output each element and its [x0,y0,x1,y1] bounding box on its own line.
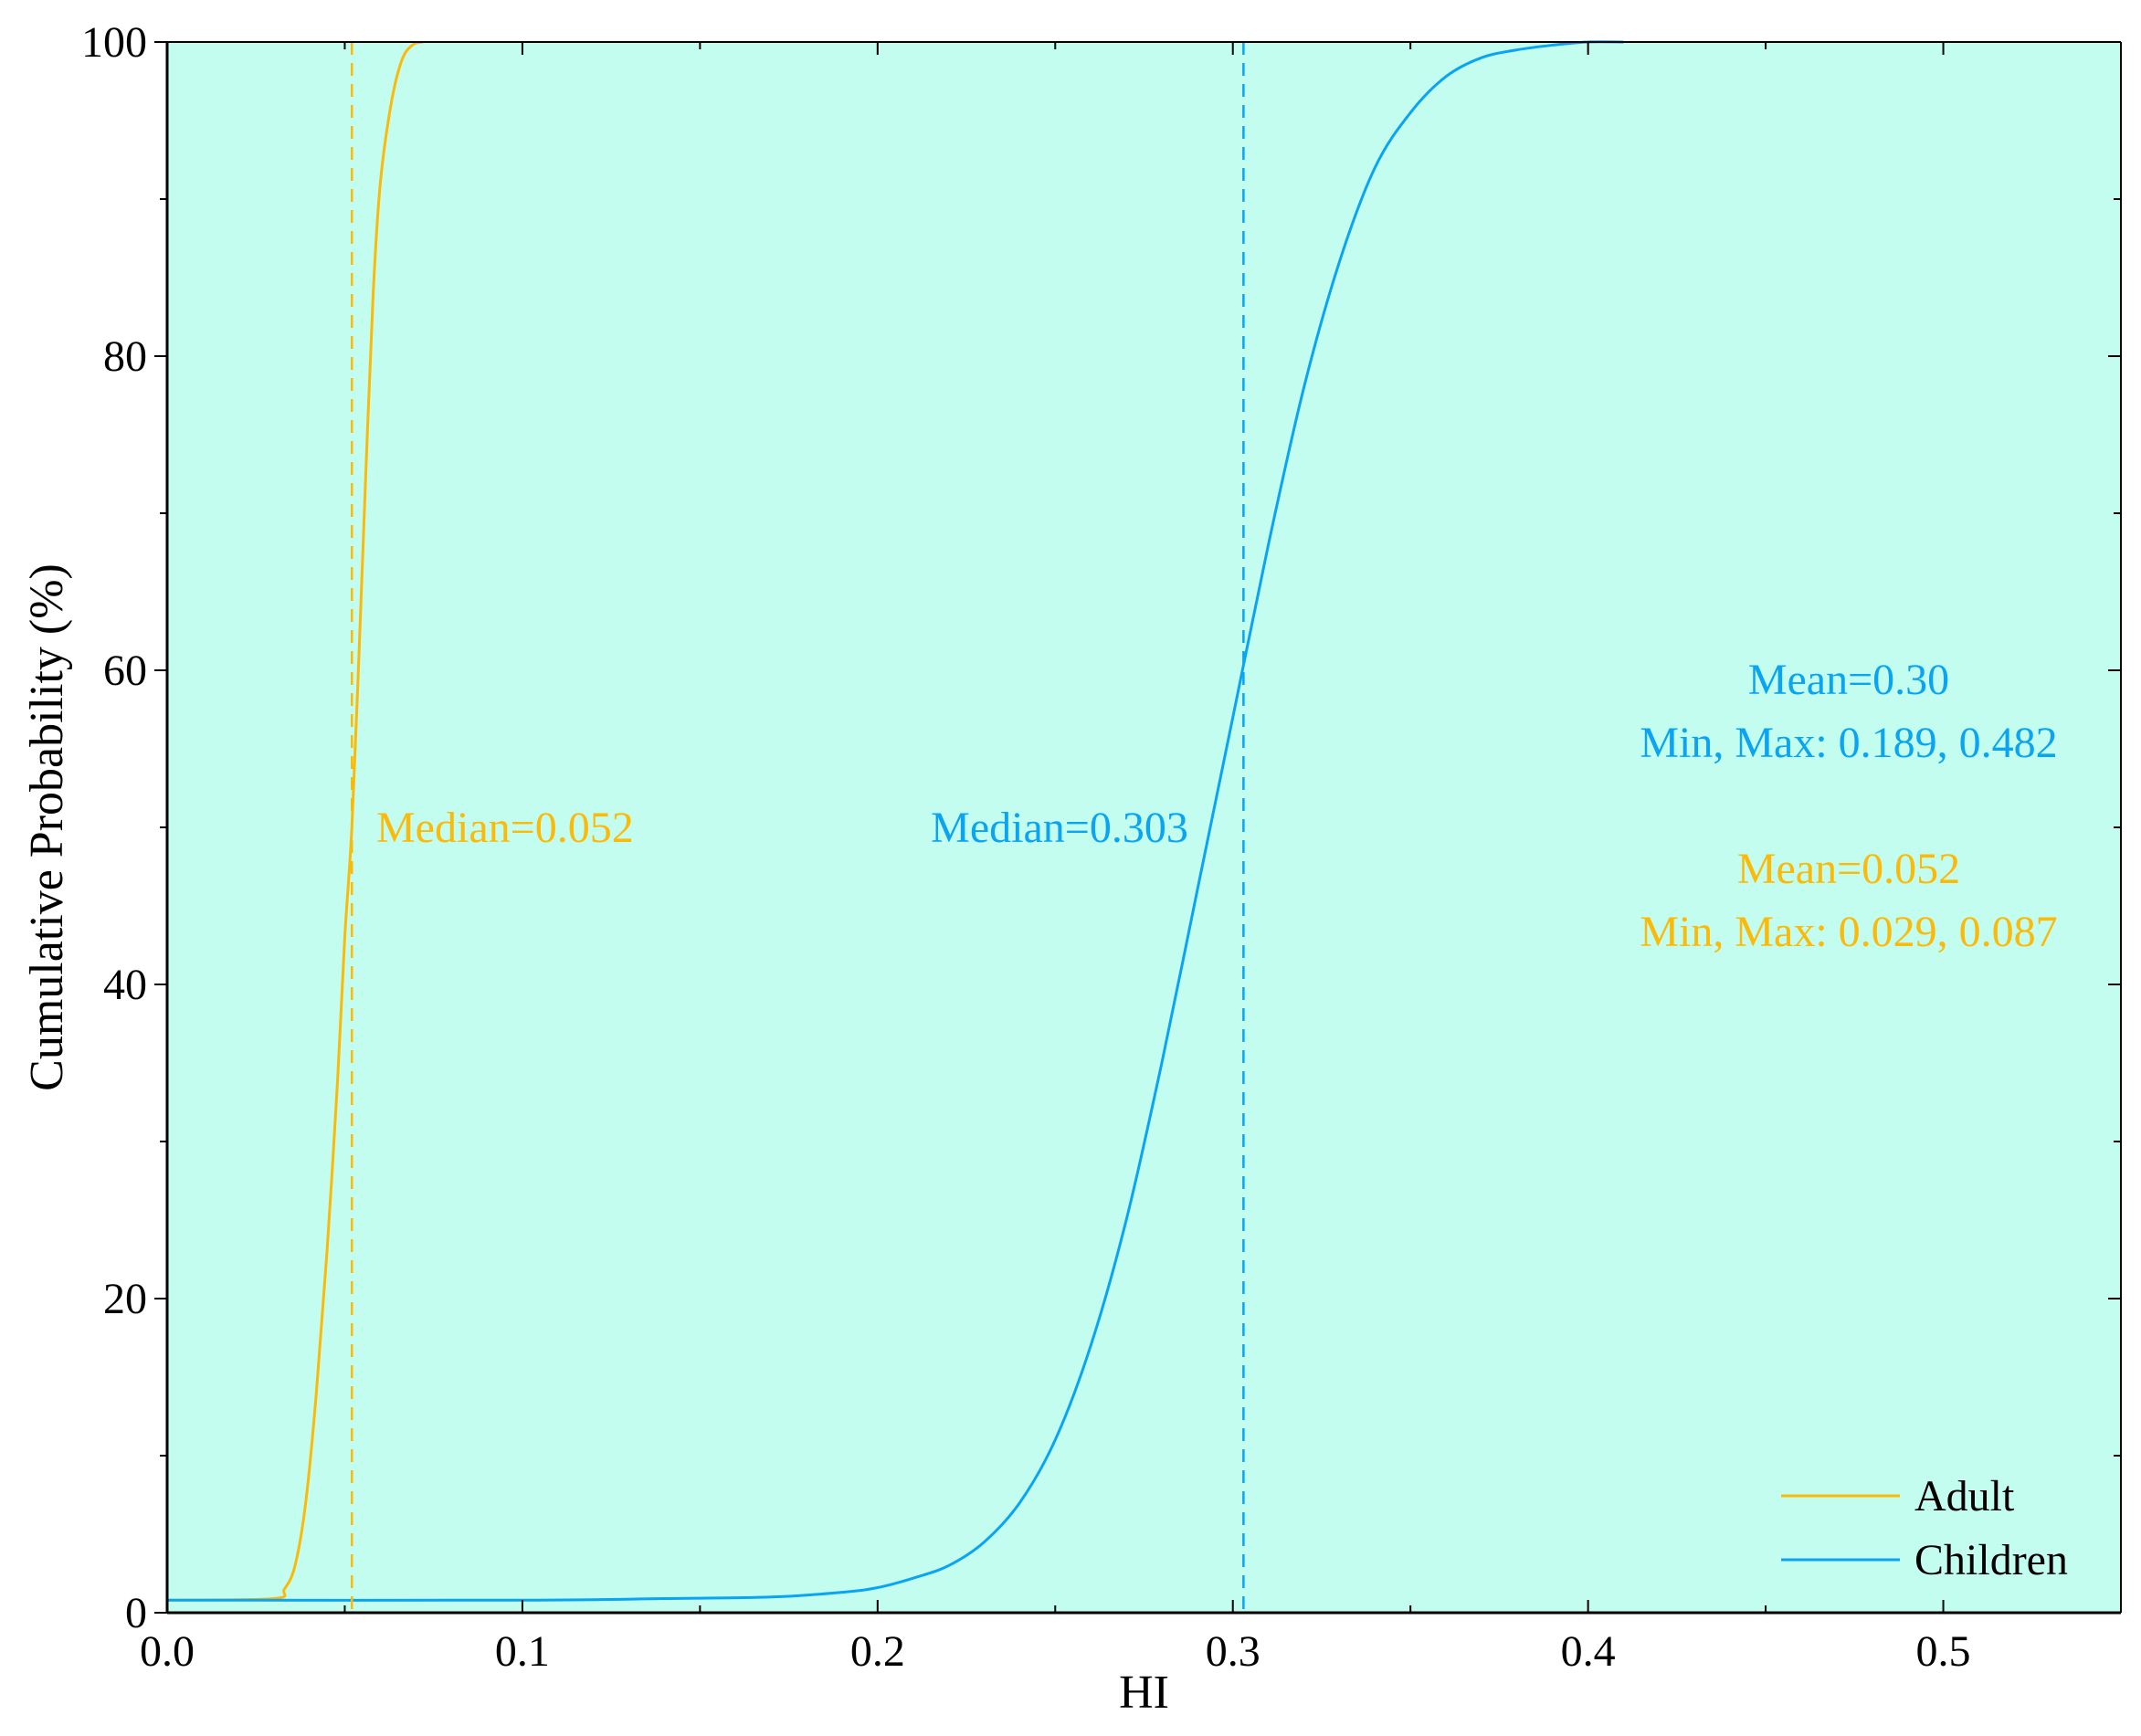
series-layer [166,40,1624,1602]
y-tick-label: 0 [125,1589,147,1637]
series-line-adult [166,40,424,1602]
x-tick-label: 0.4 [1561,1627,1616,1676]
y-axis-label: Cumulative Probability (%) [21,563,73,1091]
y-tick-label: 20 [103,1275,147,1323]
children-mean-annotation: Mean=0.30 [1748,656,1949,704]
adult-median-annotation: Median=0.052 [376,804,634,852]
series-line-children [166,40,1624,1602]
x-tick-label: 0.3 [1206,1627,1260,1676]
x-axis-label: HI [1119,1667,1169,1719]
legend: Adult Children [1781,1472,2068,1584]
y-tick-label: 40 [103,961,147,1009]
x-tick-label: 0.2 [850,1627,905,1676]
y-tick-label: 80 [103,332,147,381]
ticks: 0.0 0.1 0.2 0.3 0.4 0.5 0 20 40 60 80 100 [81,18,2122,1676]
y-tick-label: 60 [103,647,147,695]
adult-minmax-annotation: Min, Max: 0.029, 0.087 [1640,908,2057,956]
children-median-annotation: Median=0.303 [931,804,1188,852]
median-reference-lines [350,42,1245,1613]
plot-area [167,42,2121,1613]
children-minmax-annotation: Min, Max: 0.189, 0.482 [1640,719,2057,767]
x-tick-label: 0.5 [1916,1627,1971,1676]
legend-adult-label: Adult [1914,1472,2015,1520]
adult-mean-annotation: Mean=0.052 [1737,845,1960,893]
legend-children-label: Children [1914,1536,2068,1584]
y-tick-label: 100 [81,18,147,67]
x-tick-label: 0.1 [495,1627,550,1676]
x-tick-label: 0.0 [140,1627,195,1676]
